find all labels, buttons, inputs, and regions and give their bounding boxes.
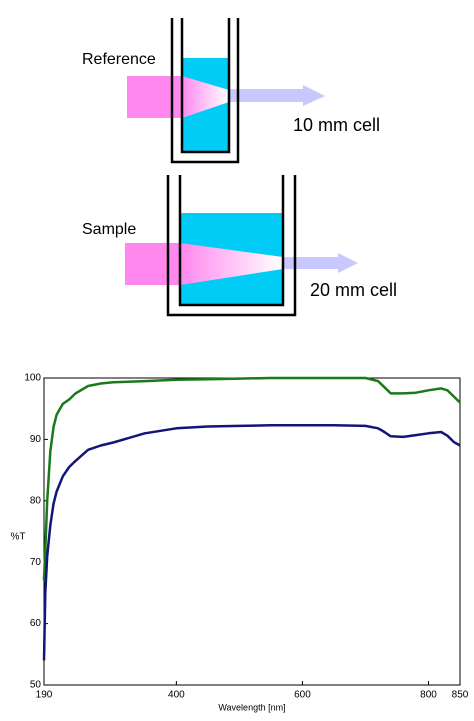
y-tick-label: 100: [24, 373, 41, 384]
y-tick-label: 70: [30, 557, 42, 568]
cuvette: [170, 18, 240, 164]
sample-diagram: Sample 20 mm cell: [82, 175, 397, 317]
y-tick-label: 80: [30, 495, 42, 506]
cuvette: [166, 175, 297, 317]
x-tick-label: 400: [168, 690, 185, 701]
beam: [180, 243, 283, 285]
arrow: [283, 253, 358, 273]
chart: %T Wavelength [nm] 50 60 70 80 90 100 190 400 60…: [11, 373, 469, 713]
plot-frame: [43, 377, 461, 686]
label: Reference: [82, 51, 156, 68]
reference-diagram: Reference 10 mm cell: [82, 18, 380, 164]
beam: [182, 76, 229, 118]
y-tick-label: 50: [30, 680, 42, 691]
x-tick-label: 600: [294, 690, 311, 701]
data-line: [42, 424, 461, 661]
label: 10 mm cell: [293, 115, 380, 135]
y-tick-label: 60: [30, 618, 42, 629]
arrow: [229, 85, 325, 106]
x-tick-label: 850: [452, 690, 469, 701]
x-tick-label: 800: [420, 690, 437, 701]
x-tick-label: 190: [36, 690, 53, 701]
y-axis-label: %T: [11, 532, 26, 543]
label: 20 mm cell: [310, 280, 397, 300]
y-tick-label: 90: [30, 434, 42, 445]
x-axis-label: Wavelength [nm]: [218, 702, 285, 712]
light-source: [127, 76, 182, 118]
light-source: [125, 243, 180, 285]
label: Sample: [82, 221, 136, 238]
data-line: [42, 376, 461, 581]
